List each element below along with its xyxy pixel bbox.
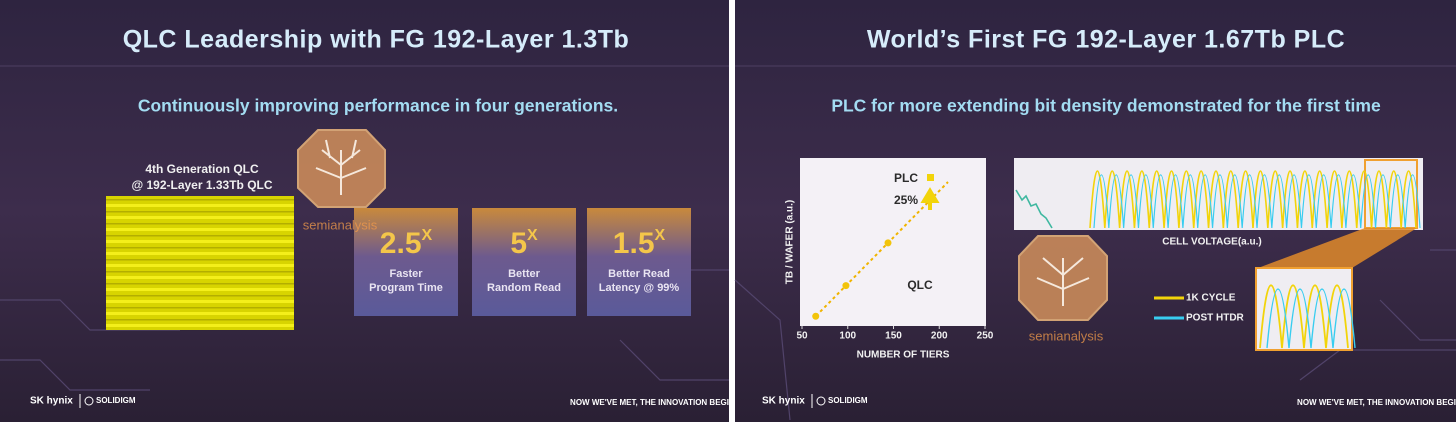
voltage-plot-area [1014,158,1423,230]
partner: SOLIDIGM [828,396,868,405]
voltage-curves [1015,170,1421,349]
watermark-text: semianalysis [1029,328,1104,343]
qlc-label: QLC [907,278,933,292]
metric-label: Better [508,268,541,280]
data-point [884,239,892,247]
footer: SK hynix SOLIDIGM NOW WE'VE MET, THE INN… [30,394,1456,408]
density-plot-area [800,158,986,326]
curve-post-htdr [1093,174,1421,229]
zoom-1k-cycle [1259,284,1349,349]
y-axis-label: TB / WAFER (a.u.) [785,200,796,284]
metric-label: Latency @ 99% [599,282,680,294]
die-caption: @ 192-Layer 1.33Tb QLC [131,178,272,192]
metric-number: 2.5 [380,227,422,260]
metric-label: Faster [389,268,423,280]
legend-label: POST HTDR [1186,313,1245,324]
circuit-line [0,359,150,391]
watermark-logo: semianalysis [1018,235,1108,343]
circuit-line [734,279,791,421]
partner-icon [816,396,826,406]
metric-unit: X [527,227,538,244]
density-chart: 50 100 150 200 250 [796,194,994,342]
watermark-text: semianalysis [303,217,378,232]
trend-line [815,181,949,317]
tagline: NOW WE'VE MET, THE INNOVATION BEGI [1297,398,1456,407]
data-point [812,312,820,320]
curve-1k-cycle [1089,170,1417,229]
x-axis-label: NUMBER OF TIERS [857,350,950,361]
gain-label: 25% [894,193,918,207]
die-caption: 4th Generation QLC [145,162,259,176]
metric-label: Program Time [369,282,443,294]
brand: SK hynix [30,396,73,407]
x-tick-label: 50 [796,331,808,342]
x-axis-label: CELL VOLTAGE(a.u.) [1162,237,1261,248]
x-tick-label: 200 [931,331,948,342]
metric-value: 2.5X [380,227,433,260]
plc-label: PLC [894,171,918,185]
partner-icon [84,396,94,406]
metric-box [472,208,576,316]
metric-unit: X [655,227,666,244]
legend: 1K CYCLE POST HTDR [1154,293,1245,324]
metric-value: 5X [510,227,538,260]
slide-title: QLC Leadership with FG 192-Layer 1.3Tb [123,26,630,54]
metric-unit: X [422,227,433,244]
die-image [106,196,294,330]
logo-tree [315,139,367,195]
plc-point [927,174,934,181]
data-point [842,282,850,290]
x-tick-label: 150 [885,331,902,342]
gain-arrow [920,187,940,210]
metric-box [587,208,691,316]
metric-number: 5 [510,227,527,260]
circuit-line [1379,299,1456,341]
legend-label: 1K CYCLE [1186,293,1236,304]
metric-label: Better Read [608,268,670,280]
brand: SK hynix [762,396,805,407]
circuit-line [619,339,729,381]
x-tick-label: 250 [977,331,994,342]
slide-title: World’s First FG 192-Layer 1.67Tb PLC [867,26,1345,54]
x-tick-label: 100 [839,331,856,342]
curve-erase [1015,189,1053,229]
tagline: NOW WE'VE MET, THE INNOVATION BEGI [570,398,729,407]
slide-subtitle: Continuously improving performance in fo… [138,96,618,116]
metric-number: 1.5 [613,227,655,260]
metric-box [354,208,458,316]
metric-label: Random Read [487,282,561,294]
slide-subtitle: PLC for more extending bit density demon… [831,96,1381,116]
zoom-post-htdr [1266,288,1356,349]
watermark-logo: semianalysis [297,129,386,232]
partner: SOLIDIGM [96,396,136,405]
metric-value: 1.5X [613,227,666,260]
logo-tree [1036,257,1090,306]
zoom-connector [1258,228,1417,268]
